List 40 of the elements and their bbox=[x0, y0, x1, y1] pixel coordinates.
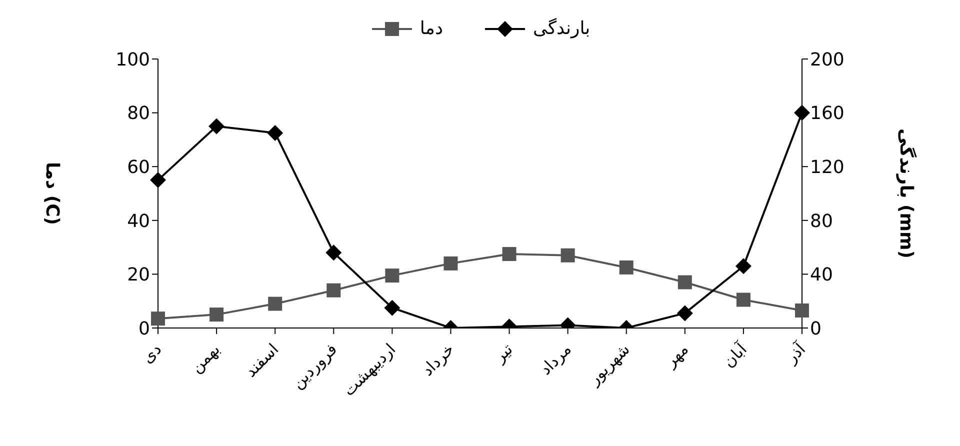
x-tick-label: بهمن bbox=[186, 340, 224, 377]
point bbox=[210, 308, 224, 322]
point bbox=[795, 304, 809, 318]
y-tick-label: 20 bbox=[127, 264, 150, 286]
y-tick-label: 80 bbox=[127, 103, 150, 124]
x-tick-label: آذر bbox=[780, 338, 810, 368]
x-tick-label: مهر bbox=[660, 340, 692, 372]
point bbox=[385, 268, 400, 283]
y-tick-label: 0 bbox=[138, 318, 150, 340]
y2-tick-label: 160 bbox=[810, 103, 844, 124]
y-tick-label: 40 bbox=[127, 210, 150, 232]
x-tick-label: اردیبهشت bbox=[339, 340, 400, 400]
y2-tick-label: 0 bbox=[810, 318, 822, 340]
legend-label: بارندگی bbox=[532, 18, 590, 39]
x-tick-label: خرداد bbox=[418, 340, 458, 380]
x-tick-label: شهریور bbox=[584, 340, 634, 390]
y2-tick-label: 80 bbox=[810, 210, 833, 232]
point bbox=[444, 256, 458, 270]
x-tick-label: مرداد bbox=[536, 340, 575, 379]
x-tick-label: آبان bbox=[718, 338, 752, 372]
y2-tick-label: 40 bbox=[810, 264, 833, 286]
y-tick-label: 100 bbox=[116, 49, 150, 70]
point bbox=[268, 296, 282, 311]
y-axis-title: دما (C) bbox=[42, 162, 63, 226]
point bbox=[151, 312, 165, 326]
x-tick-label: دی bbox=[138, 340, 166, 367]
point bbox=[502, 247, 516, 262]
x-tick-label: تیر bbox=[489, 340, 516, 367]
y-tick-label: 60 bbox=[127, 156, 150, 178]
x-tick-label: اسفند bbox=[241, 340, 282, 381]
legend-label: دما bbox=[420, 18, 443, 39]
point bbox=[678, 275, 692, 290]
y2-tick-label: 200 bbox=[810, 49, 844, 70]
point bbox=[326, 283, 341, 298]
y2-axis-title: بارندگی (mm) bbox=[896, 128, 918, 258]
x-tick-label: فروردین bbox=[288, 340, 341, 392]
y2-tick-label: 120 bbox=[810, 156, 844, 178]
point bbox=[560, 248, 575, 262]
point bbox=[619, 260, 634, 274]
point bbox=[736, 292, 750, 307]
